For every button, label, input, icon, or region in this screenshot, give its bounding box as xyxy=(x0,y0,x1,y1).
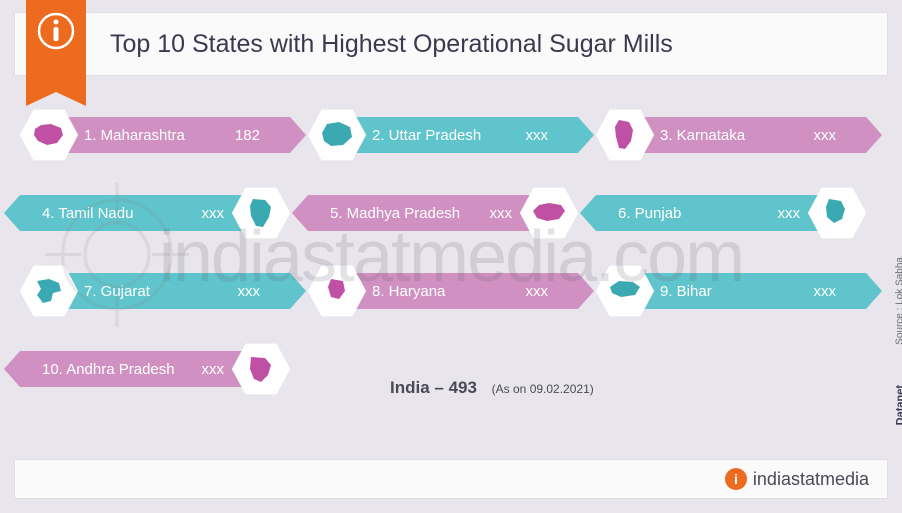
state-bar: 5. Madhya Pradeshxxx xyxy=(308,195,542,231)
state-value: xxx xyxy=(490,205,513,222)
state-label: 8. Haryana xyxy=(372,283,526,300)
state-label: 1. Maharashtra xyxy=(84,127,235,144)
state-label: 10. Andhra Pradesh xyxy=(42,361,202,378)
state-value: xxx xyxy=(238,283,261,300)
state-item: 5. Madhya Pradeshxxx xyxy=(308,184,578,242)
summary-total: India – 493 (As on 09.02.2021) xyxy=(390,378,594,398)
state-item: 8. Haryanaxxx xyxy=(308,262,578,320)
state-value: 182 xyxy=(235,127,260,144)
summary-asof: (As on 09.02.2021) xyxy=(492,382,594,396)
state-item: 9. Biharxxx xyxy=(596,262,866,320)
state-item: 2. Uttar Pradeshxxx xyxy=(308,106,578,164)
state-item: 10. Andhra Pradeshxxx xyxy=(20,340,290,398)
state-value: xxx xyxy=(526,283,549,300)
state-value: xxx xyxy=(202,205,225,222)
state-bar: 8. Haryanaxxx xyxy=(344,273,578,309)
state-bar: 1. Maharashtra182 xyxy=(56,117,290,153)
state-bar: 9. Biharxxx xyxy=(632,273,866,309)
state-label: 3. Karnataka xyxy=(660,127,814,144)
state-label: 4. Tamil Nadu xyxy=(42,205,202,222)
state-label: 6. Punjab xyxy=(618,205,778,222)
ribbon xyxy=(26,0,86,92)
state-value: xxx xyxy=(202,361,225,378)
state-bar: 2. Uttar Pradeshxxx xyxy=(344,117,578,153)
state-grid: 1. Maharashtra1822. Uttar Pradeshxxx3. K… xyxy=(20,106,882,398)
state-label: 7. Gujarat xyxy=(84,283,238,300)
info-icon xyxy=(35,10,77,52)
state-value: xxx xyxy=(778,205,801,222)
state-label: 5. Madhya Pradesh xyxy=(330,205,490,222)
state-item: 3. Karnatakaxxx xyxy=(596,106,866,164)
state-bar: 6. Punjabxxx xyxy=(596,195,830,231)
summary-label: India – 493 xyxy=(390,378,477,397)
state-item: 1. Maharashtra182 xyxy=(20,106,290,164)
state-value: xxx xyxy=(814,127,837,144)
brand-text: indiastatmedia xyxy=(753,469,869,490)
state-bar: 4. Tamil Naduxxx xyxy=(20,195,254,231)
datanet-text: Datanet xyxy=(894,385,902,425)
state-item: 4. Tamil Naduxxx xyxy=(20,184,290,242)
page-title: Top 10 States with Highest Operational S… xyxy=(110,30,673,59)
footer-brand: i indiastatmedia xyxy=(725,468,869,490)
state-bar: 3. Karnatakaxxx xyxy=(632,117,866,153)
state-label: 9. Bihar xyxy=(660,283,814,300)
source-text: Source : Lok Sabha xyxy=(895,257,902,345)
state-bar: 7. Gujaratxxx xyxy=(56,273,290,309)
state-value: xxx xyxy=(814,283,837,300)
state-item: 6. Punjabxxx xyxy=(596,184,866,242)
footer-bar: i indiastatmedia xyxy=(14,459,888,499)
state-value: xxx xyxy=(526,127,549,144)
state-item: 7. Gujaratxxx xyxy=(20,262,290,320)
brand-info-icon: i xyxy=(725,468,747,490)
state-bar: 10. Andhra Pradeshxxx xyxy=(20,351,254,387)
state-label: 2. Uttar Pradesh xyxy=(372,127,526,144)
